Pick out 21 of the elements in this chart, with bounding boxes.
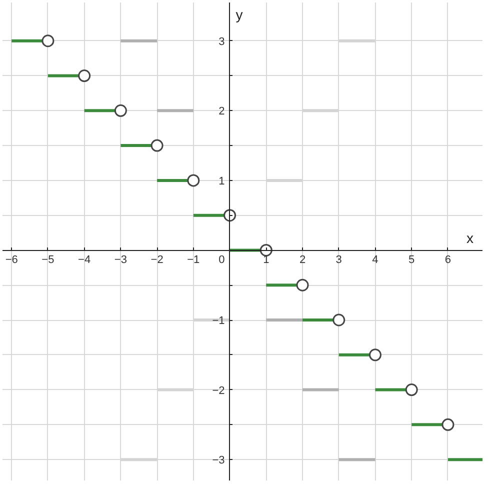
y-tick-label: 3	[218, 36, 225, 48]
x-tick-label: 2	[299, 254, 306, 266]
x-axis-title: x	[466, 230, 474, 246]
y-axis-title: y	[236, 6, 243, 22]
x-tick-label: −6	[5, 254, 18, 266]
y-tick-label: −1	[212, 315, 225, 328]
x-tick-label: 1	[263, 254, 270, 266]
x-tick-label: 4	[372, 254, 378, 266]
y-tick-label: −2	[212, 384, 225, 397]
x-tick-label: −2	[150, 254, 164, 266]
x-tick-label: −5	[42, 254, 54, 266]
x-tick-label: 6	[444, 254, 452, 266]
x-tick-label: −4	[78, 254, 91, 266]
y-tick-label: −3	[212, 454, 225, 467]
x-tick-label: −3	[114, 254, 127, 266]
y-tick-label: 2	[218, 106, 225, 118]
x-tick-label: −1	[187, 254, 200, 266]
x-tick-label: 3	[336, 254, 342, 266]
x-tick-label: 5	[408, 254, 415, 266]
x-tick-label: 0	[218, 254, 225, 266]
y-tick-label: 1	[218, 175, 225, 188]
